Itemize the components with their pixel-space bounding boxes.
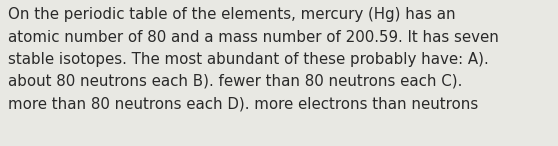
Text: On the periodic table of the elements, mercury (Hg) has an
atomic number of 80 a: On the periodic table of the elements, m… (8, 7, 499, 111)
